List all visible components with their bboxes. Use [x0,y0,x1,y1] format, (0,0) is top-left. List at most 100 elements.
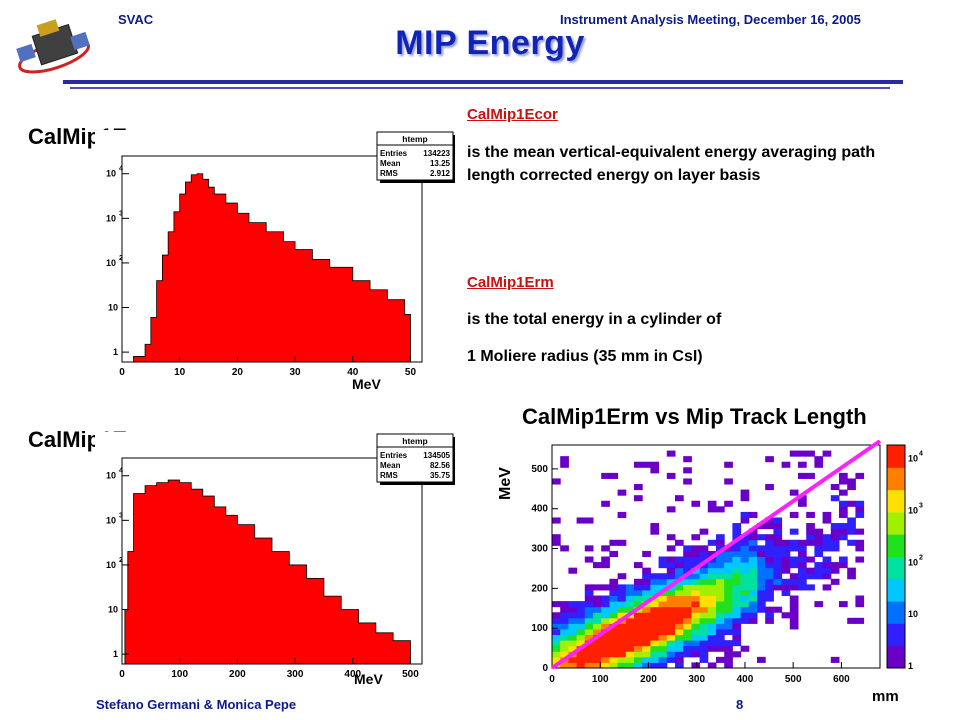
heatmap-cell [691,550,701,557]
heatmap-cell [732,556,742,563]
heatmap-cell [658,617,668,624]
colorbar-segment [887,640,905,647]
heatmap-cell [748,511,758,518]
heatmap-cell [839,562,848,569]
heatmap-cell [740,517,750,524]
heatmap-cell [658,656,668,663]
x-tick-label: 0 [549,674,555,685]
heatmap-cell [601,662,610,669]
heatmap-cell [617,628,627,636]
heatmap-cell [814,528,824,535]
heatmap-cell [576,612,586,619]
heatmap-cell [683,545,692,552]
heatmap-cell [568,640,578,647]
heatmap-cell [806,534,815,541]
colorbar-label: 10 [908,557,918,567]
header-left: SVAC [118,12,154,27]
heatmap-cell [789,606,799,613]
heatmap-cell [593,645,602,652]
y-tick-exponent: 4 [119,166,123,173]
heatmap-cell [716,656,725,663]
heatmap-cell [847,500,856,507]
heatmap-cell [798,584,807,591]
heatmap-cell [568,567,578,574]
heatmap-cell [757,595,766,602]
stats-box [376,131,454,181]
heatmap-cell [666,628,676,636]
heatmap-cell [699,640,709,647]
heatmap-cell [658,651,668,658]
heatmap-cell [666,640,676,647]
heatmap-cell [724,589,733,597]
heatmap-cell [716,606,725,613]
heatmap-cell [740,573,750,580]
heatmap-cell [691,573,701,580]
heatmap-cell [552,645,561,652]
heatmap-cell [716,584,725,591]
heatmap-cell [675,495,684,502]
heatmap-cell [609,651,619,658]
heatmap-cell [732,589,742,597]
heatmap-cell [789,601,799,608]
heatmap-cell [740,556,750,563]
heatmap-cell [789,450,799,457]
x-tick-label: 50 [405,367,417,378]
heatmap-cell [552,534,561,541]
heatmap-cell [724,556,733,563]
heatmap-cell [634,589,643,597]
page-title: MIP Energy [395,24,585,62]
heatmap-cell [740,567,750,574]
heatmap-cell [748,606,758,613]
heatmap-cell [666,645,676,652]
heatmap-cell [822,534,832,541]
heatmap-cell [839,472,848,479]
ecor-description: is the mean vertical-equivalent energy a… [467,144,876,184]
x-tick-label: 300 [688,674,705,685]
y-tick-exponent: 2 [119,255,123,262]
heatmap-cell [699,573,709,580]
heatmap-cell [609,595,619,602]
x-tick-label: 100 [592,674,609,685]
heatmap-cell [806,450,815,457]
heatmap-cell [748,562,758,569]
heatmap-cell [617,606,627,613]
heatmap-cell [830,495,840,502]
heatmap-cell [552,612,561,619]
heatmap-cell [699,556,709,563]
heatmap-cell [691,606,701,613]
heatmap-cell [666,623,676,630]
heatmap-cell [830,528,840,535]
heatmap-cell [576,517,586,524]
heatmap-cell [732,573,742,580]
heatmap-cell [716,601,725,608]
heatmap-cell [716,634,725,641]
heatmap-cell [740,539,750,546]
heatmap-cell [666,573,676,580]
stats-name: htemp [402,134,428,144]
erm-link[interactable]: CalMip1Erm [467,274,554,291]
heatmap-cell [740,595,750,602]
heatmap-cell [642,662,651,669]
heatmap-cell [732,567,742,574]
heatmap-cell [748,595,758,602]
heatmap-cell [584,556,594,563]
stats-label: RMS [380,169,398,178]
heatmap-cell [568,601,578,608]
heatmap-cell [724,656,733,663]
heatmap-cell [617,573,627,580]
heatmap-cell [757,656,766,663]
heatmap-cell [814,550,824,557]
heatmap-cell [625,662,635,669]
heatmap-cell [773,517,783,524]
ecor-link[interactable]: CalMip1Ecor [467,106,558,123]
heatmap-cell [601,606,610,613]
heatmap-cell [617,595,627,602]
heatmap-cell [683,478,692,485]
heatmap-cell [625,651,635,658]
heatmap-cell [855,617,865,624]
heatmap-cell [789,489,799,496]
heatmap-cell [814,601,824,608]
heatmap-cell [617,601,627,608]
heatmap-cell [707,550,717,557]
colorbar-segment [887,445,905,452]
